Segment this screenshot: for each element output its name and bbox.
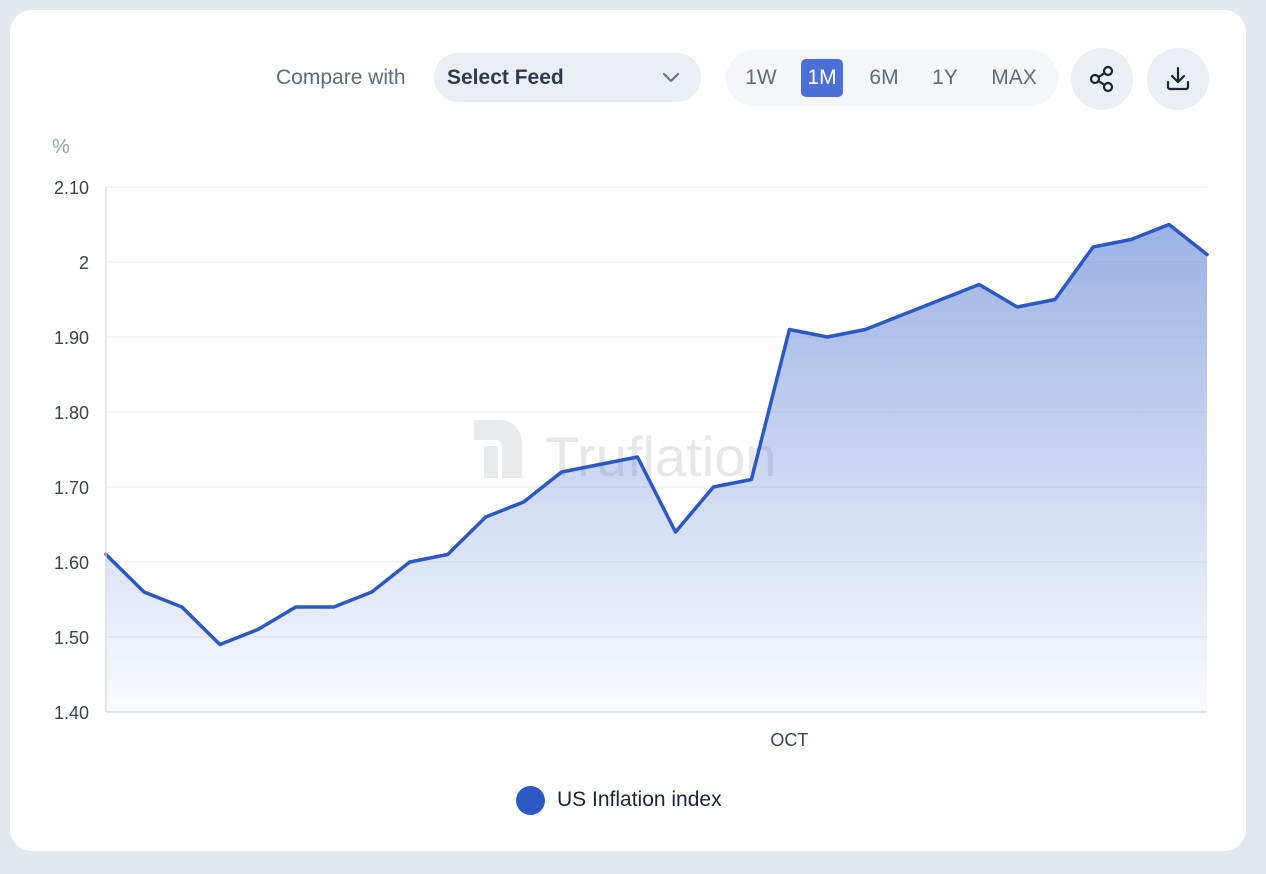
- time-range-selector: 1W 1M 6M 1Y MAX: [726, 50, 1058, 106]
- chevron-down-icon: [662, 72, 680, 83]
- y-tick-label: 2.10: [54, 178, 89, 198]
- y-tick-label: 1.40: [54, 703, 89, 723]
- y-axis-ticks: 2.10 2 1.90 1.80 1.70 1.60 1.50 1.40: [54, 178, 89, 723]
- series-line: [104, 222, 1209, 647]
- download-button[interactable]: [1147, 48, 1209, 110]
- range-1y-button[interactable]: 1Y: [932, 66, 958, 89]
- x-tick-label: OCT: [770, 730, 808, 750]
- range-max-button[interactable]: MAX: [991, 66, 1037, 89]
- y-tick-label: 1.50: [54, 628, 89, 648]
- share-button[interactable]: [1071, 48, 1133, 110]
- download-icon: [1166, 66, 1190, 91]
- legend-swatch: [516, 785, 545, 815]
- chart-toolbar: Compare with Select Feed 1W 1M 6M 1Y MAX: [0, 0, 1266, 120]
- share-icon: [1089, 65, 1114, 93]
- y-tick-label: 1.70: [54, 478, 89, 498]
- select-feed-value: Select Feed: [447, 66, 564, 89]
- y-tick-label: 1.80: [54, 403, 89, 423]
- legend-label: US Inflation index: [557, 788, 722, 811]
- chart-legend: US Inflation index: [516, 785, 722, 815]
- select-feed-dropdown[interactable]: Select Feed: [434, 53, 701, 102]
- range-6m-button[interactable]: 6M: [869, 66, 899, 89]
- compare-with-label: Compare with: [276, 66, 406, 89]
- x-axis-ticks: OCT: [770, 730, 808, 750]
- y-tick-label: 2: [79, 253, 89, 273]
- y-tick-label: 1.60: [54, 553, 89, 573]
- series-area-fill: [106, 224, 1207, 712]
- range-1w-button[interactable]: 1W: [745, 66, 777, 89]
- y-axis-unit-label: %: [52, 136, 70, 158]
- y-tick-label: 1.90: [54, 328, 89, 348]
- range-1m-button[interactable]: 1M: [801, 59, 843, 97]
